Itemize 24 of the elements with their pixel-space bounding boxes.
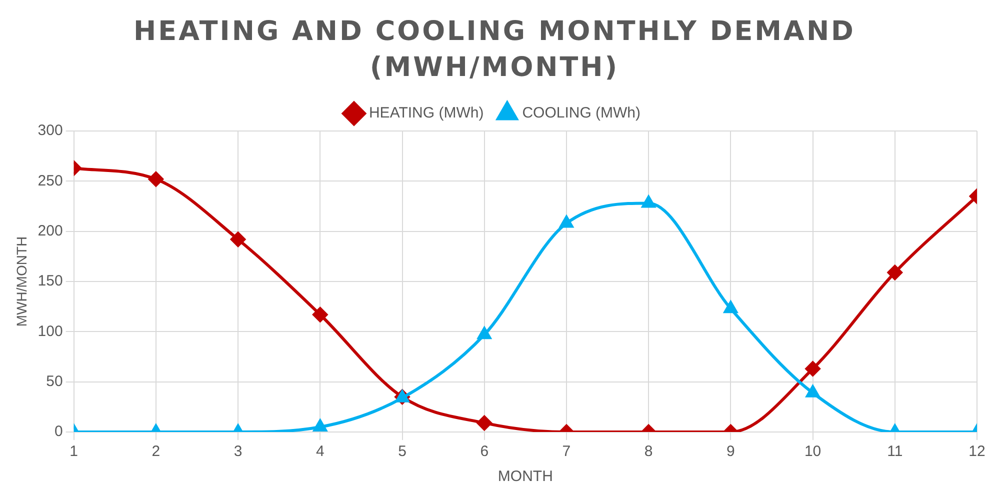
x-tick-label: 3: [234, 443, 242, 460]
x-axis-title: MONTH: [498, 468, 553, 486]
legend-label: HEATING (MWh): [368, 104, 484, 122]
x-tick-label: 7: [562, 443, 571, 460]
x-tick-label: 5: [398, 443, 406, 460]
x-tick-label: 2: [152, 443, 160, 460]
x-tick-label: 8: [644, 443, 653, 460]
y-tick-label: 0: [54, 423, 63, 440]
x-tick-label: 11: [887, 443, 903, 460]
x-tick-label: 10: [804, 443, 822, 460]
y-tick-label: 200: [38, 222, 63, 240]
x-tick-label: 4: [316, 443, 324, 460]
y-tick-label: 300: [38, 122, 63, 140]
x-tick-label: 6: [480, 443, 489, 460]
x-tick-label: 1: [70, 443, 78, 460]
y-axis-title: MWH/MONTH: [13, 236, 30, 327]
y-tick-label: 150: [38, 272, 63, 290]
y-tick-label: 50: [46, 372, 63, 390]
x-tick-label: 9: [726, 443, 735, 460]
y-tick-label: 100: [38, 322, 63, 340]
x-tick-label: 12: [968, 443, 986, 460]
legend-label: COOLING (MWh): [522, 104, 641, 122]
y-tick-label: 250: [38, 172, 63, 190]
chart-title: HEATING AND COOLING MONTHLY DEMAND (MWH/MONTH): [132, 15, 856, 85]
